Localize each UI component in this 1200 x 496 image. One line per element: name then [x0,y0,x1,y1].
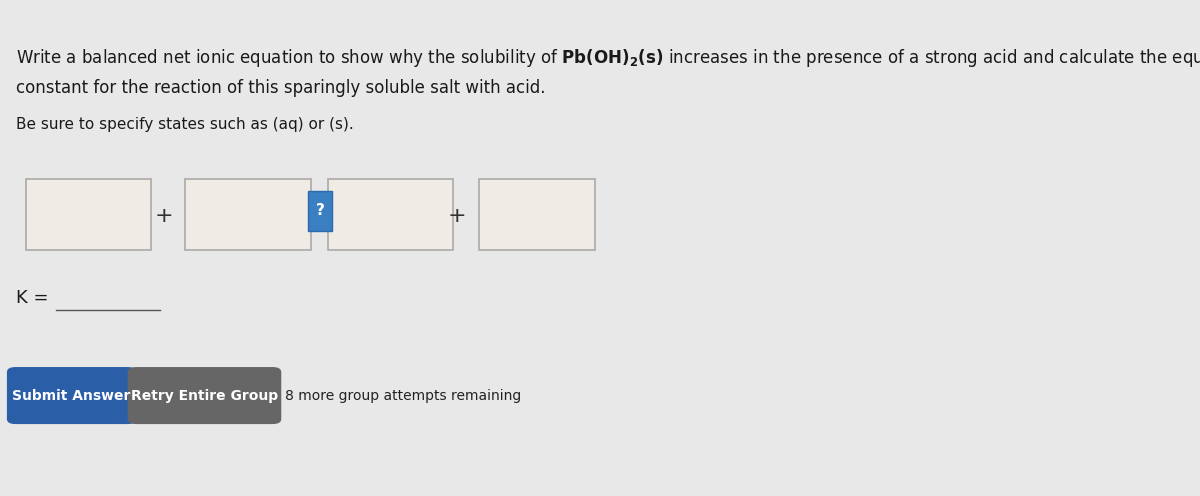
FancyBboxPatch shape [308,191,332,231]
Text: Submit Answer: Submit Answer [12,388,131,403]
Text: ?: ? [316,203,324,218]
Text: Retry Entire Group: Retry Entire Group [131,388,278,403]
Text: Write a balanced net ionic equation to show why the solubility of $\mathbf{Pb(OH: Write a balanced net ionic equation to s… [16,47,1200,69]
FancyBboxPatch shape [26,179,151,250]
FancyBboxPatch shape [186,179,311,250]
Text: +: + [448,206,467,226]
FancyBboxPatch shape [328,179,452,250]
Text: +: + [155,206,173,226]
Text: 8 more group attempts remaining: 8 more group attempts remaining [284,389,521,403]
Text: K =: K = [16,289,48,307]
FancyBboxPatch shape [127,367,281,424]
FancyBboxPatch shape [479,179,595,250]
Text: Be sure to specify states such as (aq) or (s).: Be sure to specify states such as (aq) o… [16,117,353,131]
FancyBboxPatch shape [7,367,137,424]
Text: constant for the reaction of this sparingly soluble salt with acid.: constant for the reaction of this sparin… [16,79,545,97]
